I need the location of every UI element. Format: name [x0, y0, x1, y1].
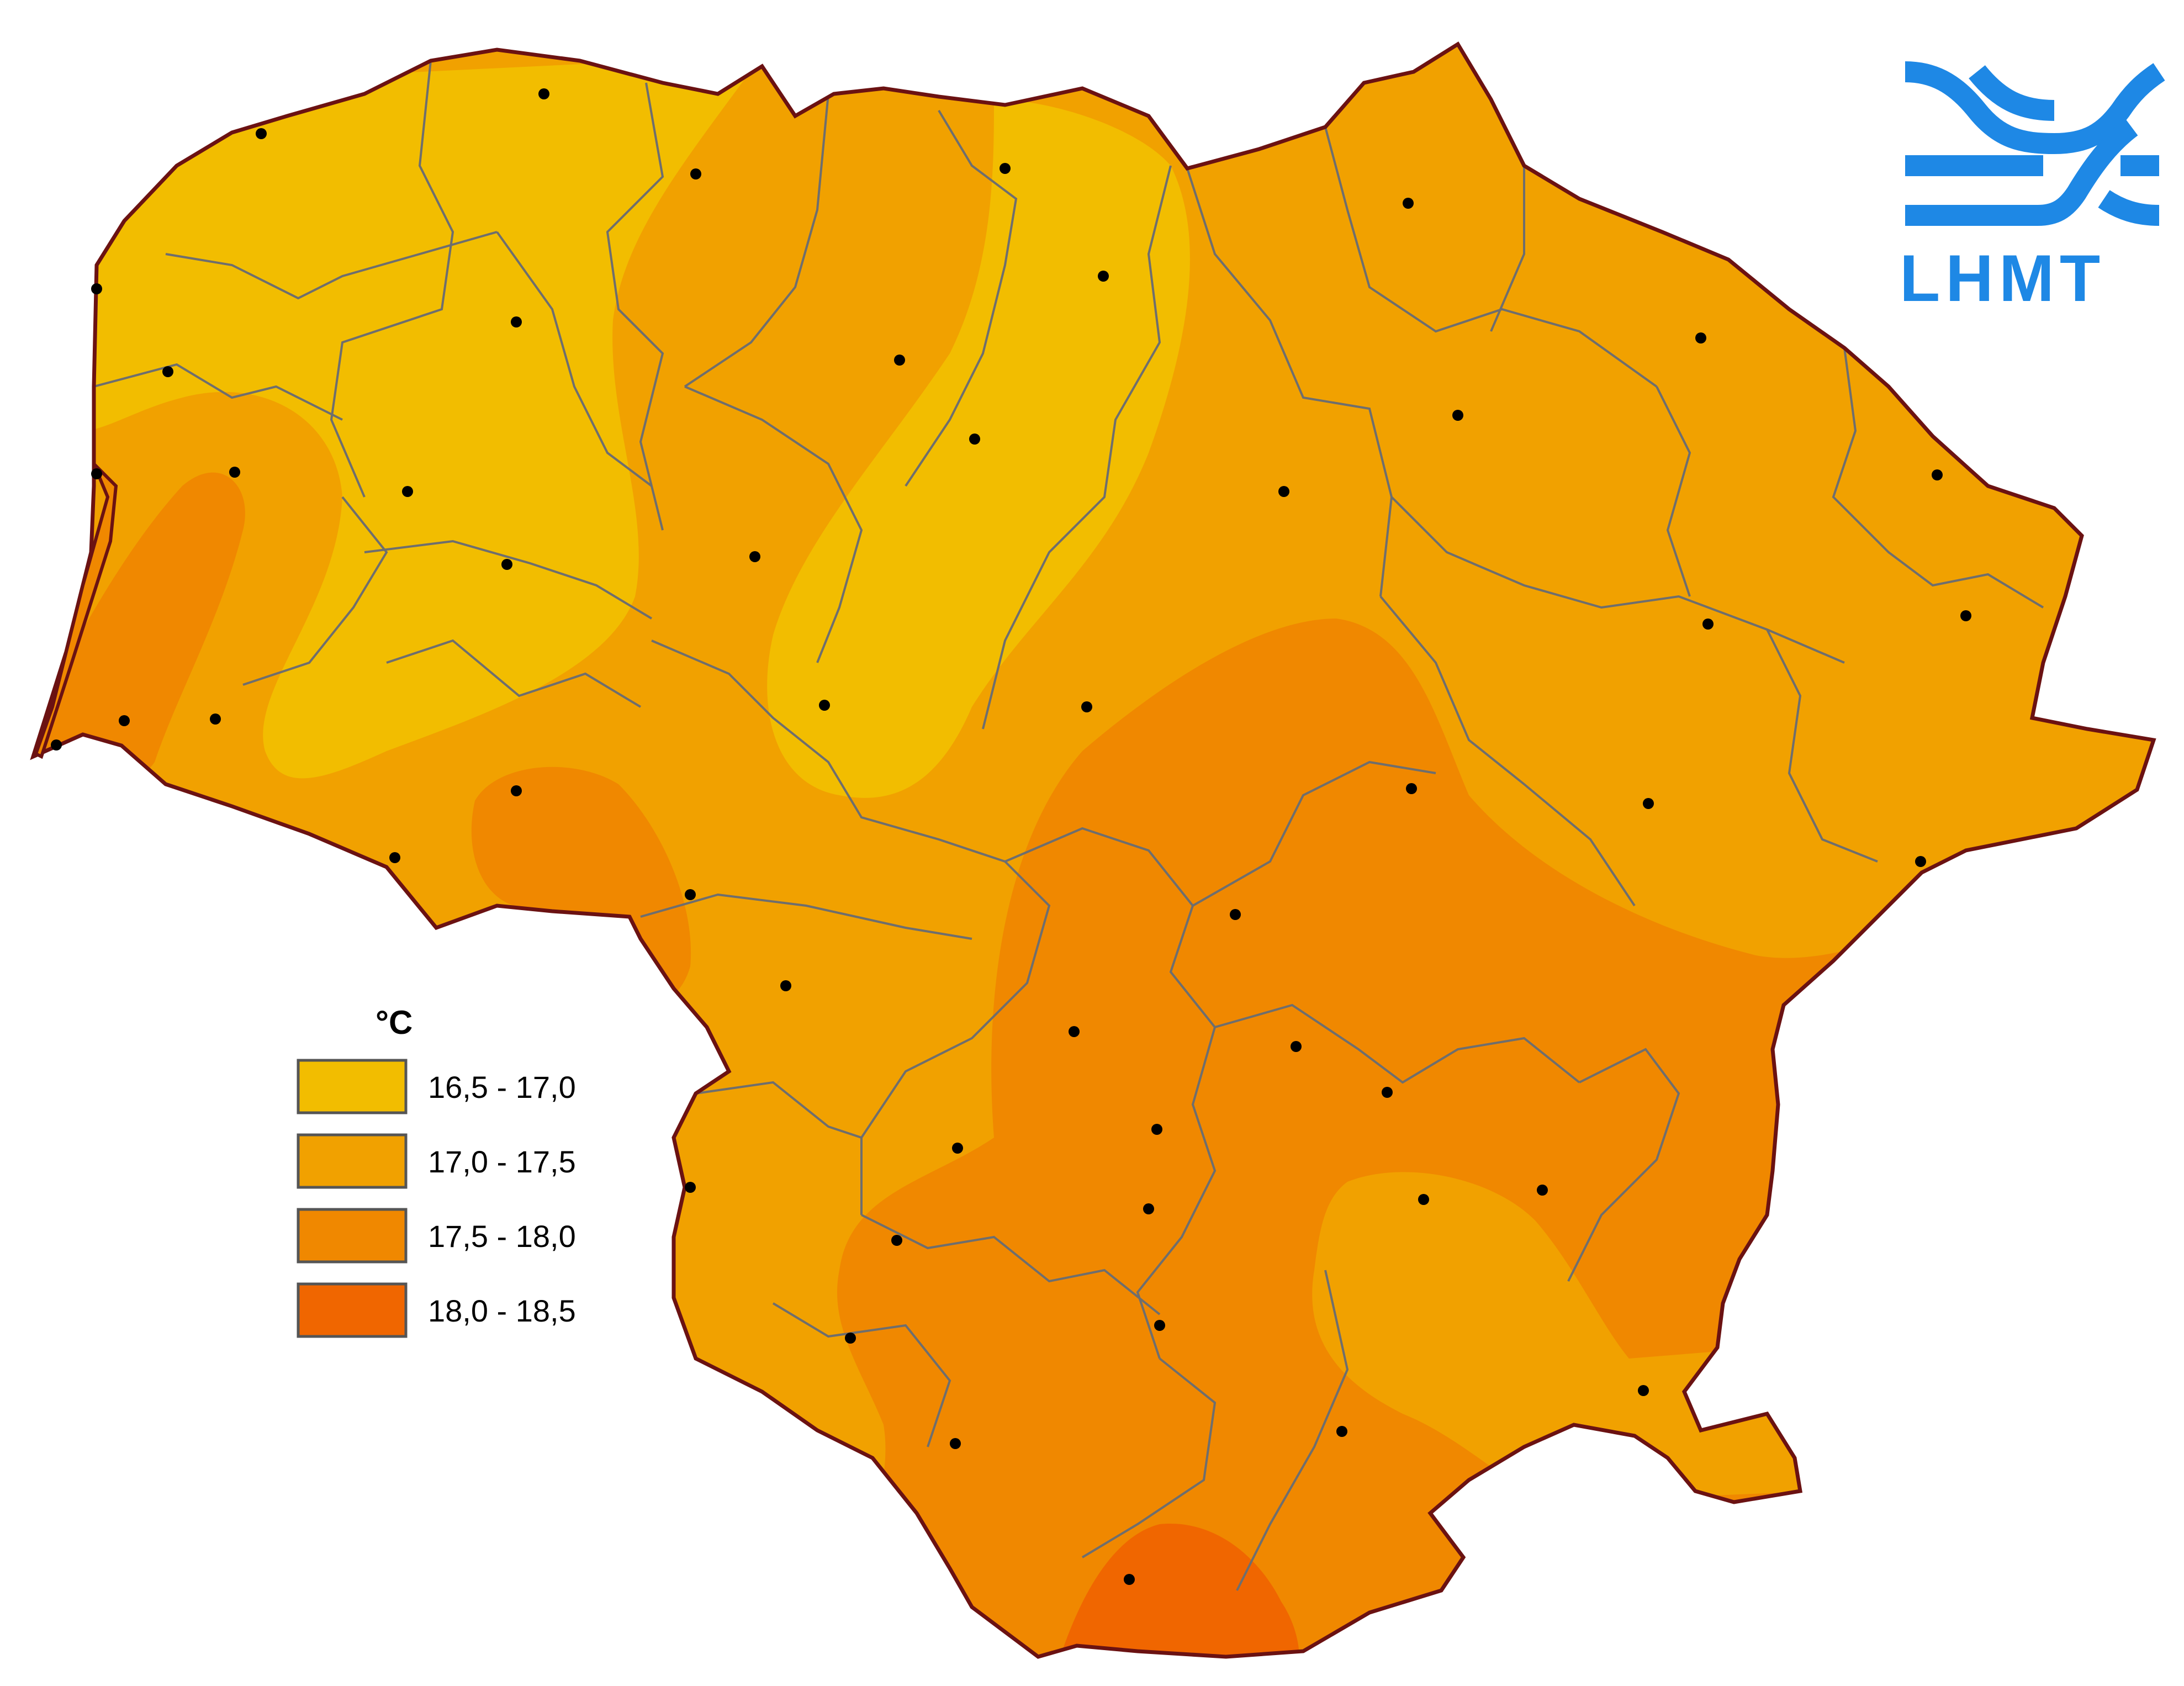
station-dot	[950, 1438, 961, 1449]
legend-label: 17,0 - 17,5	[428, 1144, 576, 1179]
station-dot	[1143, 1203, 1154, 1214]
station-dot	[119, 715, 130, 726]
station-dot	[891, 1235, 902, 1246]
legend: °C 16,5 - 17,0 17,0 - 17,5 17,5 - 18,0 18,0…	[297, 1004, 576, 1338]
station-dot	[1000, 163, 1011, 174]
station-dot	[511, 316, 522, 327]
station-dot	[1230, 909, 1241, 920]
station-dot	[1098, 271, 1109, 282]
station-dot	[1537, 1185, 1548, 1196]
legend-label: 18,0 - 18,5	[428, 1293, 576, 1328]
station-dot	[690, 168, 701, 179]
legend-item: 17,5 - 18,0	[297, 1208, 576, 1264]
station-dot	[51, 739, 62, 750]
station-dot	[1124, 1574, 1135, 1585]
station-dot	[685, 1182, 696, 1193]
station-dot	[389, 852, 400, 863]
station-dot	[162, 366, 173, 377]
station-dot	[501, 559, 512, 570]
station-dot	[1291, 1041, 1302, 1052]
municipality-boundaries	[93, 60, 2044, 1591]
station-dot	[1702, 619, 1714, 630]
station-dot	[1960, 610, 1971, 621]
station-dot	[210, 713, 221, 725]
station-dot	[1069, 1026, 1080, 1037]
station-dot	[229, 467, 240, 478]
legend-swatch	[297, 1059, 408, 1114]
station-dot	[538, 88, 549, 99]
station-dot	[1278, 486, 1289, 497]
lhmt-logo: LHMT	[1900, 61, 2165, 315]
legend-unit: °C	[376, 1004, 413, 1041]
legend-item: 16,5 - 17,0	[297, 1059, 576, 1114]
station-markers	[51, 88, 1971, 1585]
station-dot	[1151, 1124, 1162, 1135]
station-dot	[1452, 410, 1463, 421]
station-dot	[402, 486, 413, 497]
station-dot	[1403, 198, 1414, 209]
station-dot	[819, 700, 830, 711]
zone-18-0-18-5	[1049, 1524, 1300, 1657]
legend-label: 16,5 - 17,0	[428, 1070, 576, 1104]
station-dot	[91, 283, 102, 294]
legend-swatch	[297, 1208, 408, 1264]
logo-text: LHMT	[1900, 241, 2106, 315]
legend-item: 17,0 - 17,5	[297, 1133, 576, 1189]
station-dot	[511, 785, 522, 796]
station-dot	[1081, 701, 1092, 712]
station-dot	[1643, 798, 1654, 809]
station-dot	[1638, 1385, 1649, 1396]
station-dot	[780, 980, 791, 991]
station-dot	[749, 551, 760, 562]
legend-swatch	[297, 1282, 408, 1338]
station-dot	[1915, 856, 1926, 867]
zone-16-5-17-0	[767, 99, 1190, 798]
coastal-spit	[34, 462, 118, 759]
station-dot	[1406, 783, 1417, 794]
legend-item: 18,0 - 18,5	[297, 1282, 576, 1338]
station-dot	[1418, 1194, 1429, 1205]
wave-logo-icon	[1905, 61, 2165, 226]
station-dot	[845, 1333, 856, 1344]
legend-label: 17,5 - 18,0	[428, 1219, 576, 1254]
station-dot	[969, 434, 980, 445]
zone-17-5-18-0	[33, 472, 245, 787]
station-dot	[256, 128, 267, 139]
station-dot	[1695, 332, 1706, 343]
station-dot	[952, 1143, 963, 1154]
station-dot	[1336, 1426, 1347, 1437]
station-dot	[1382, 1087, 1393, 1098]
station-dot	[1154, 1320, 1165, 1331]
station-dot	[1932, 469, 1943, 480]
zone-16-5-17-0	[83, 55, 762, 779]
station-dot	[685, 889, 696, 900]
legend-swatch	[297, 1133, 408, 1189]
station-dot	[894, 355, 905, 366]
station-dot	[91, 468, 102, 479]
